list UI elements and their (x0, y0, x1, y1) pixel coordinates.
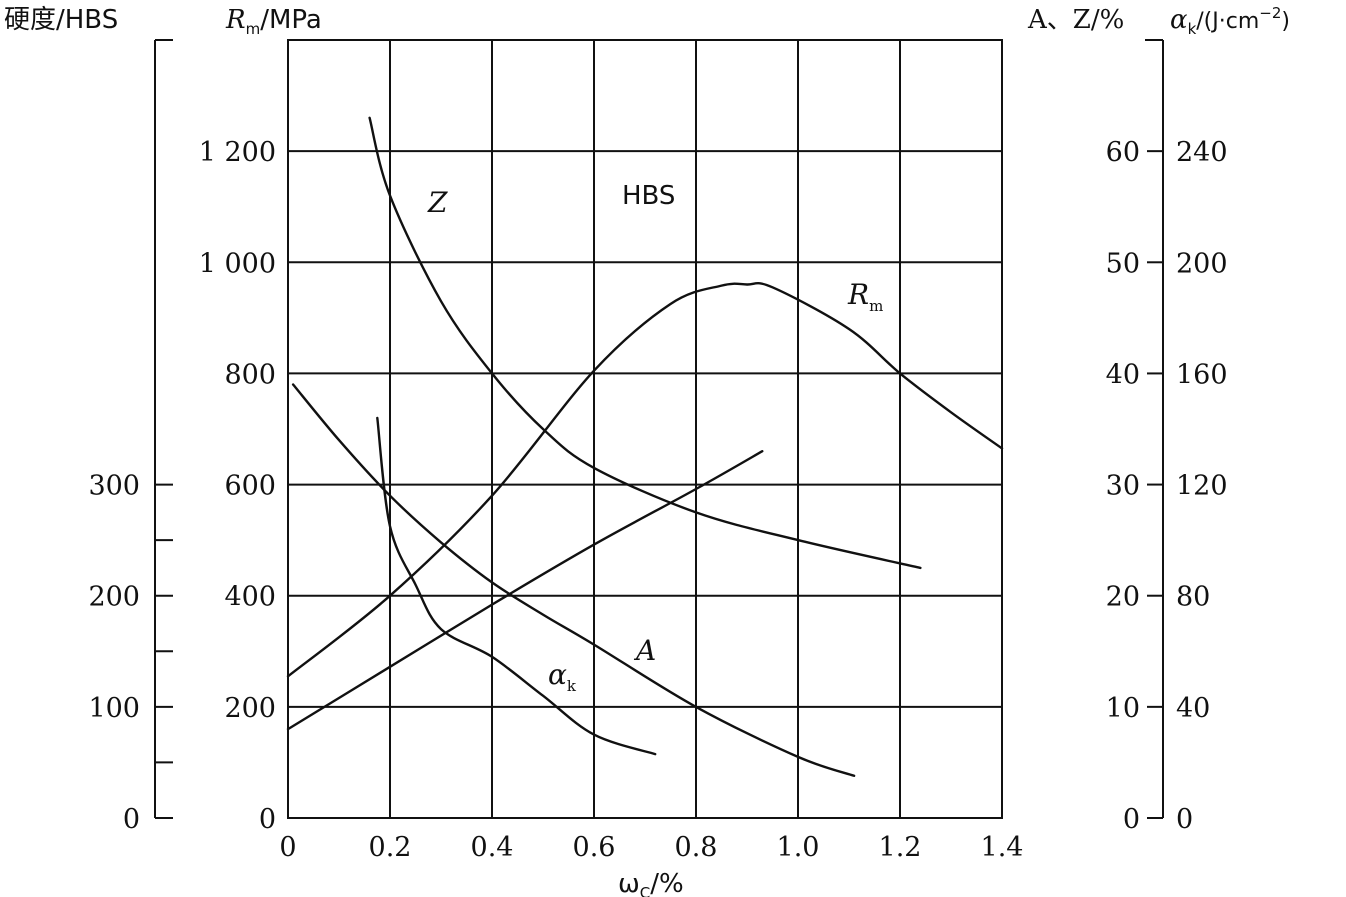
impact-tick-label: 120 (1176, 471, 1228, 502)
impact-title-sub: k (1188, 20, 1197, 38)
series-label-main: α (548, 658, 567, 691)
ductility-tick-label: 20 (1106, 582, 1140, 613)
x-tick-label: 0.4 (471, 832, 514, 863)
x-tick-label: 1.4 (981, 832, 1024, 863)
x-title-rest: /% (650, 869, 683, 897)
ak-curve-label: αk (548, 658, 577, 695)
hbs-curve (286, 450, 764, 731)
ductility-tick-label: 60 (1106, 137, 1140, 168)
impact-tick-label: 0 (1176, 804, 1193, 835)
impact-title-sup: −2 (1259, 4, 1281, 22)
strength-title-rest: /MPa (260, 5, 322, 35)
x-title-main: ω (618, 869, 640, 897)
ductility-tick-label: 10 (1106, 693, 1140, 724)
ductility-axis-title: A、Z/% (1027, 5, 1124, 35)
rm-curve-label: Rm (847, 278, 883, 315)
strength-tick-label: 200 (224, 693, 276, 724)
hardness-axis-title: 硬度/HBS (4, 5, 118, 35)
ductility-tick-label: 50 (1106, 248, 1140, 279)
series-label-sub: k (567, 677, 577, 695)
impact-tick-label: 240 (1176, 137, 1228, 168)
rm-curve (286, 282, 1004, 678)
x-axis-title: ωC/% (618, 869, 684, 897)
strength-title-main: R (225, 5, 246, 35)
impact-tick-label: 40 (1176, 693, 1210, 724)
ductility-tick-label: 0 (1123, 804, 1140, 835)
grid (287, 39, 1003, 819)
impact-title-rest: /(J·cm (1196, 9, 1259, 34)
x-tick-label: 1.0 (777, 832, 820, 863)
x-tick-label: 1.2 (879, 832, 922, 863)
series-label-main: HBS (622, 181, 675, 211)
strength-tick-label: 800 (224, 359, 276, 390)
ductility-tick-label: 40 (1106, 359, 1140, 390)
impact-tick-label: 200 (1176, 248, 1228, 279)
strength-title-sub: m (246, 20, 261, 38)
z-curve-label: Z (427, 186, 448, 219)
hardness-tick-label: 200 (88, 582, 140, 613)
strength-tick-label: 1 200 (199, 137, 276, 168)
strength-tick-label: 600 (224, 471, 276, 502)
impact-axis-title: αk/(J·cm−2) (1170, 4, 1290, 38)
series-label-sub: m (869, 297, 883, 315)
plot-frame (287, 39, 1003, 819)
strength-tick-label: 0 (259, 804, 276, 835)
hardness-tick-label: 0 (123, 804, 140, 835)
hardness-tick-label: 100 (88, 693, 140, 724)
impact-tick-label: 160 (1176, 359, 1228, 390)
series-label-main: A (633, 634, 656, 667)
series-label-main: R (847, 278, 869, 311)
impact-tick-label: 80 (1176, 582, 1210, 613)
z-curve (368, 116, 922, 570)
a-curve (291, 383, 856, 777)
x-tick-label: 0.6 (573, 832, 616, 863)
x-tick-label: 0 (279, 832, 296, 863)
x-title-sub: C (640, 884, 650, 897)
ak-curve (376, 416, 657, 756)
impact-title-main: α (1170, 5, 1188, 35)
hbs-curve-label: HBS (622, 181, 675, 211)
series-label-main: Z (427, 186, 448, 219)
strength-tick-label: 1 000 (199, 248, 276, 279)
x-tick-label: 0.8 (675, 832, 718, 863)
x-tick-label: 0.2 (369, 832, 412, 863)
hardness-tick-label: 300 (88, 471, 140, 502)
impact-title-end: ) (1281, 9, 1290, 34)
strength-tick-label: 400 (224, 582, 276, 613)
curves (286, 116, 1004, 777)
axes (154, 39, 1164, 819)
strength-axis-title: Rm/MPa (225, 5, 322, 38)
a-curve-label: A (633, 634, 656, 667)
labels: 0 0.2 0.4 0.6 0.8 1.0 1.2 1.4010020030002004006… (4, 4, 1290, 897)
ductility-tick-label: 30 (1106, 471, 1140, 502)
